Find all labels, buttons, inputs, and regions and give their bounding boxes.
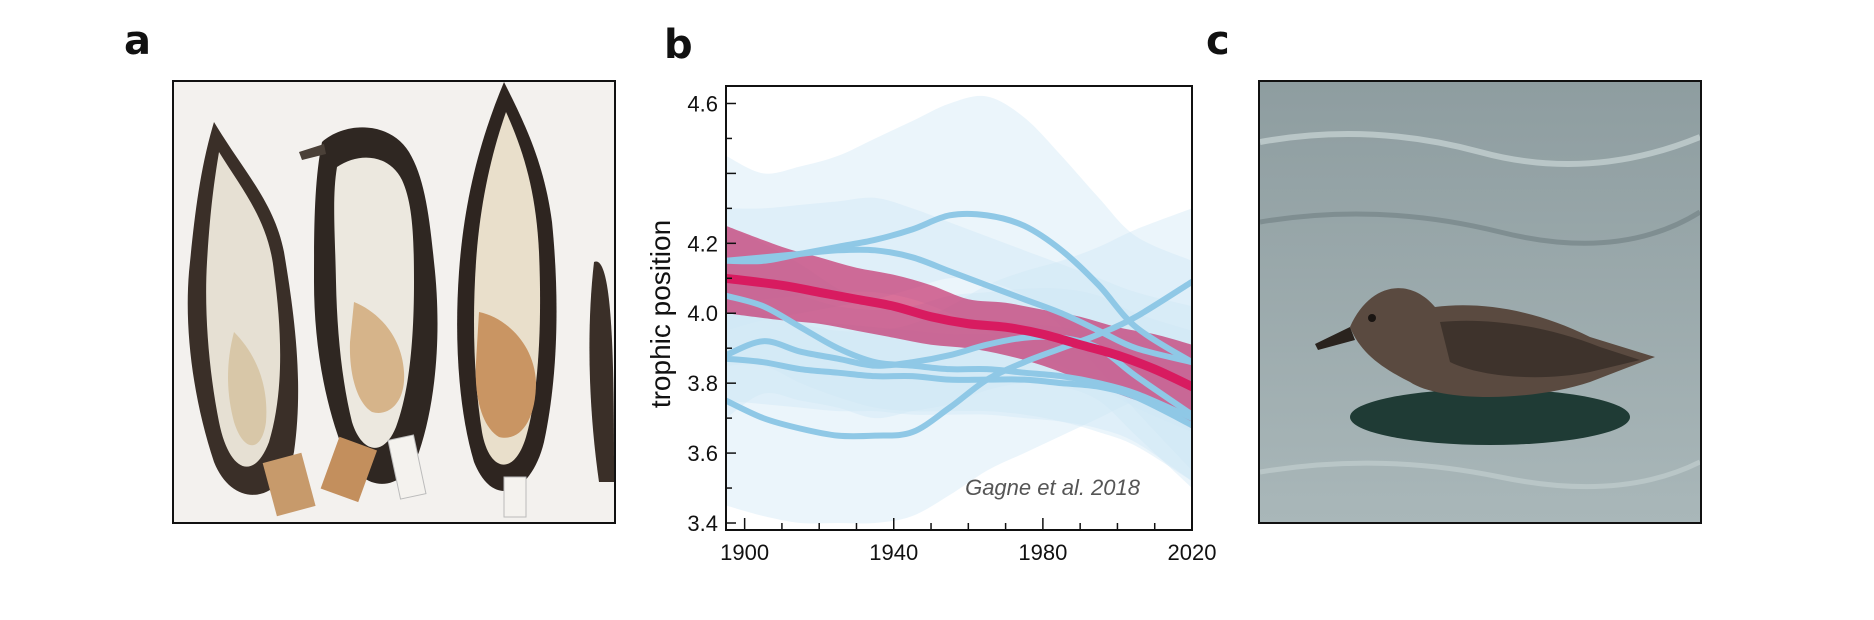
y-tick-label: 3.6 (687, 441, 718, 466)
y-tick-label: 3.8 (687, 371, 718, 396)
trend-line-5 (726, 246, 1192, 366)
highlight-line (726, 273, 1192, 392)
x-tick-label: 1980 (1018, 540, 1067, 565)
band-1 (726, 208, 1192, 524)
x-tick-label: 1900 (720, 540, 769, 565)
y-tick-label: 3.4 (687, 511, 718, 536)
trophic-position-chart: 3.4 3.6 3.8 4.0 4.2 4.6 1900 1940 1980 2020 trop… (645, 85, 1216, 565)
x-tick-label: 1940 (869, 540, 918, 565)
trend-line-1 (726, 278, 1192, 440)
trend-line-4 (726, 355, 1192, 429)
highlight-band (726, 225, 1192, 429)
y-tick-label: 4.2 (687, 231, 718, 256)
y-axis-label: trophic position (645, 220, 676, 408)
y-tick-label: 4.6 (687, 91, 718, 116)
panel-label-c: c (1206, 18, 1230, 64)
confidence-bands (726, 95, 1192, 524)
plot-frame (725, 85, 1193, 531)
y-axis: 3.4 3.6 3.8 4.0 4.2 4.6 (687, 91, 736, 536)
x-axis: 1900 1940 1980 2020 (720, 518, 1216, 565)
x-tick-label: 2020 (1168, 540, 1217, 565)
citation-annotation: Gagne et al. 2018 (965, 475, 1141, 500)
museum-specimens-photo (172, 80, 616, 524)
panel-label-a: a (124, 18, 151, 64)
specimens-illustration (174, 82, 614, 522)
trend-line-2 (726, 292, 1192, 422)
y-tick-label: 4.0 (687, 301, 718, 326)
seabird-illustration (1260, 82, 1700, 522)
band-0 (726, 95, 1192, 471)
seabird-on-water-photo (1258, 80, 1702, 524)
trend-lines (726, 210, 1192, 440)
panel-label-b: b (664, 22, 693, 68)
